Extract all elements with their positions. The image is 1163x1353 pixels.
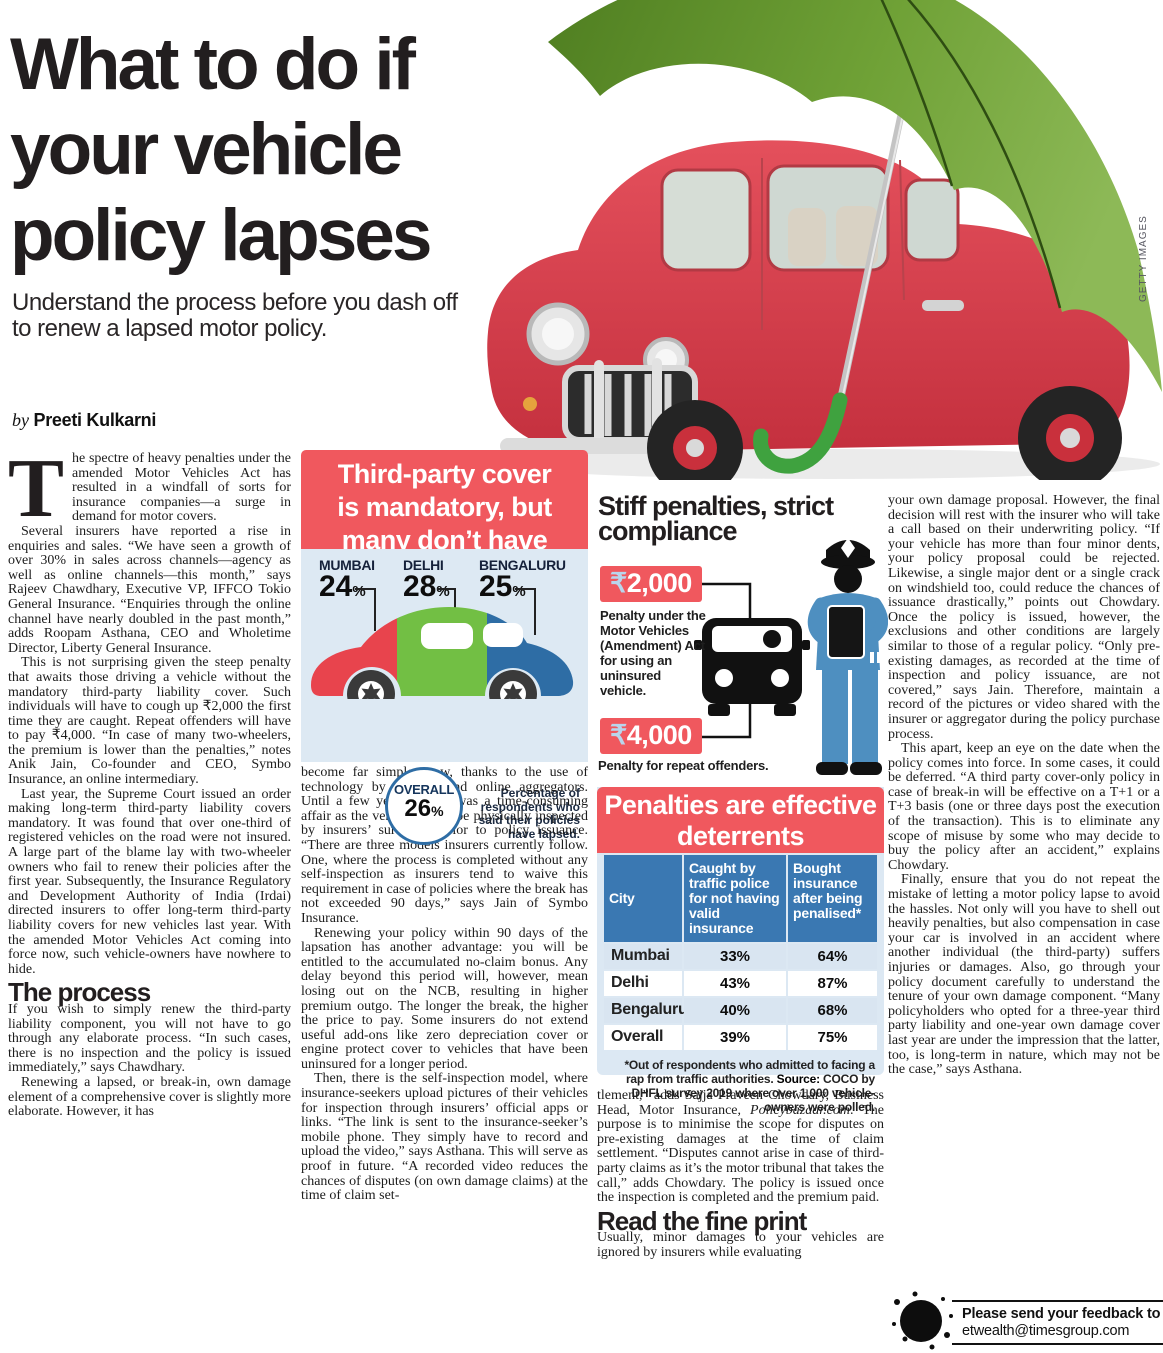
- car-infographic: [311, 588, 574, 699]
- paragraph: Finally, ensure that you do not repeat t…: [888, 872, 1160, 1078]
- penalties-table-panel: Penalties are effective deterrents City …: [597, 787, 884, 1114]
- paragraph: Usually, minor damages to your vehicles …: [597, 1230, 884, 1260]
- penalty-badge-2000-caption: Penalty under the Motor Vehicles (Amendm…: [600, 608, 706, 698]
- paragraph: your own damage proposal. However, the f…: [888, 494, 1160, 742]
- publication-name: Policybazaar.com: [750, 1102, 850, 1118]
- penalty-badge-2000: ₹2,000: [600, 566, 702, 602]
- paragraph: Renewing your policy within 90 days of t…: [301, 925, 588, 1072]
- car-front-icon: [694, 618, 810, 716]
- section-heading-stiff-penalties: Stiff penalties, strict compliance: [598, 491, 834, 546]
- table-row-city: Delhi: [604, 971, 682, 996]
- paragraph: tlement,” adds Sajja Praveen Chowdary, B…: [597, 1089, 884, 1206]
- hero-car-umbrella-illustration: [487, 0, 1162, 480]
- drop-cap: T: [8, 452, 65, 535]
- divider: [952, 1300, 1163, 1302]
- paragraph: Renewing a lapsed, or break-in, own dama…: [8, 1074, 291, 1120]
- penalty-badge-4000: ₹4,000: [600, 718, 702, 754]
- wheel-icon: [347, 670, 395, 699]
- table-row-city: Mumbai: [604, 944, 682, 969]
- byline: by Preeti Kulkarni: [12, 410, 156, 431]
- table-row-city: Overall: [604, 1025, 682, 1050]
- umbrella-graphic: [548, 0, 1162, 474]
- table-cell: 68%: [788, 998, 877, 1023]
- table-cell: 87%: [788, 971, 877, 996]
- photo-credit: GETTY IMAGES: [1138, 215, 1149, 302]
- car-graphic: [487, 140, 1130, 480]
- article-column-2: become far simpler now, thanks to the us…: [301, 766, 588, 1353]
- infographic-third-party-cover: Third-party cover is mandatory, but many…: [301, 450, 588, 845]
- byline-author: Preeti Kulkarni: [33, 410, 157, 430]
- car-mid-green: [397, 607, 487, 696]
- penalty-badge-4000-caption: Penalty for repeat offenders.: [598, 758, 769, 773]
- page-title: What to do if your vehicle policy lapses: [10, 24, 433, 276]
- infographic-caption: Percentage of respondents who said their…: [478, 786, 580, 841]
- feedback-text: Please send your feedback to: [962, 1306, 1161, 1322]
- table-cell: 39%: [684, 1025, 786, 1050]
- infographic-title: Third-party cover is mandatory, but many…: [301, 450, 588, 588]
- wheel-icon: [489, 670, 537, 699]
- divider: [952, 1343, 1163, 1345]
- page-subtitle: Understand the process before you dash o…: [12, 289, 458, 342]
- infographic-body: MUMBAI 24% DELHI 28% BENGALURU 25%: [301, 549, 588, 845]
- column-header-city: City: [604, 855, 682, 942]
- table-title: Penalties are effective deterrents: [597, 787, 884, 853]
- byline-prefix: by: [12, 410, 29, 430]
- overall-stat-circle: OVERALL 26%: [385, 767, 463, 845]
- police-penalty-graphic: [694, 538, 888, 775]
- city-stat-delhi: DELHI 28%: [403, 557, 450, 603]
- city-stat-bengaluru: BENGALURU 25%: [479, 557, 566, 603]
- paragraph: If you wish to simply renew the third-pa…: [8, 1001, 291, 1076]
- table-cell: 43%: [684, 971, 786, 996]
- paragraph: Several insurers have reported a rise in…: [8, 523, 291, 656]
- penalties-table: City Caught by traffic police for not ha…: [604, 855, 877, 1050]
- table-footnote: *Out of respondents who admitted to faci…: [624, 1058, 875, 1114]
- section-heading-fine-print: Read the fine print: [597, 1205, 807, 1236]
- policeman-icon: [807, 538, 888, 775]
- feedback-footer: Please send your feedback to etwealth@ti…: [888, 1290, 1163, 1352]
- ink-splat-icon: [892, 1291, 953, 1350]
- city-stat-mumbai: MUMBAI 24%: [319, 557, 375, 603]
- table-cell: 75%: [788, 1025, 877, 1050]
- paragraph: Then, there is the self-inspection model…: [301, 1071, 588, 1204]
- paragraph: Last year, the Supreme Court issued an o…: [8, 786, 291, 977]
- article-column-4: your own damage proposal. However, the f…: [888, 494, 1160, 1290]
- section-heading-the-process: The process: [8, 977, 151, 1008]
- table-cell: 40%: [684, 998, 786, 1023]
- column-header-caught: Caught by traffic police for not having …: [684, 855, 786, 942]
- table-cell: 64%: [788, 944, 877, 969]
- paragraph: This apart, keep an eye on the date when…: [888, 741, 1160, 873]
- paragraph: This is not surprising given the steep p…: [8, 655, 291, 788]
- feedback-email: etwealth@timesgroup.com: [962, 1323, 1130, 1339]
- article-column-3: tlement,” adds Sajja Praveen Chowdary, B…: [597, 1089, 884, 1353]
- table-row-city: Bengaluru: [604, 998, 688, 1023]
- column-header-bought: Bought insurance after being penalised*: [788, 855, 877, 942]
- table-cell: 33%: [684, 944, 786, 969]
